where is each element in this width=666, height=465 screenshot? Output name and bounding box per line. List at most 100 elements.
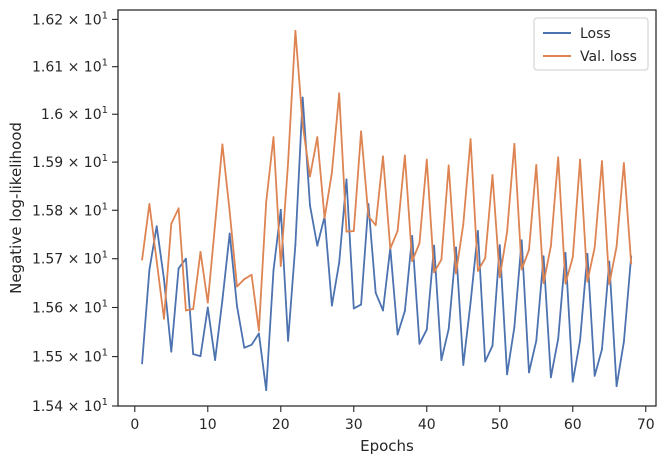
data-point-loss [542,255,545,258]
data-point-val-loss [455,272,457,275]
y-tick-label: 1.61 × 101 [32,58,108,76]
data-point-loss [513,326,516,328]
data-point-loss [316,244,319,247]
data-point-val-loss [557,156,560,159]
y-tick-label: 1.54 × 101 [32,397,108,415]
data-point-loss [228,232,231,235]
data-point-loss [462,364,465,366]
data-point-val-loss [228,210,231,213]
data-point-val-loss [498,276,501,279]
data-point-loss [206,306,209,309]
data-point-val-loss [382,155,384,158]
data-point-val-loss [206,301,209,304]
data-point-loss [433,244,435,247]
data-point-loss [148,269,151,271]
data-point-val-loss [155,260,158,263]
data-point-loss [330,304,333,307]
data-point-val-loss [360,130,362,133]
series-line-val-loss [141,29,633,332]
y-tick-label: 1.58 × 101 [32,201,108,219]
data-point-val-loss [593,246,596,249]
series-line-loss [141,96,633,392]
x-tick-label: 0 [130,417,139,433]
data-point-loss [411,235,414,237]
data-point-val-loss [469,138,472,140]
data-point-val-loss [389,247,392,250]
data-point-loss [374,291,377,294]
data-point-val-loss [301,123,304,126]
data-point-loss [170,350,173,353]
data-point-loss [586,252,589,255]
data-point-val-loss [622,162,625,164]
data-point-loss [360,303,362,306]
data-point-val-loss [549,245,552,248]
data-point-val-loss [608,283,611,285]
y-tick-label: 1.62 × 101 [32,10,108,28]
data-point-val-loss [564,282,567,285]
data-point-val-loss [265,201,268,203]
data-point-val-loss [250,273,253,276]
series-points-loss [141,96,633,392]
data-point-val-loss [513,142,516,145]
data-point-loss [155,225,158,228]
data-point-val-loss [579,158,581,161]
data-point-loss [484,360,487,363]
data-point-loss [279,208,282,211]
series-lines [141,29,633,392]
x-tick-label: 20 [272,417,290,433]
data-point-loss [309,204,311,207]
data-point-loss [571,380,574,383]
y-axis: 1.54 × 101 1.55 × 101 1.56 × 101 1.57 × 101… [32,10,118,415]
x-tick-label: 60 [564,417,582,433]
data-point-loss [520,239,523,242]
data-point-loss [214,359,216,361]
data-point-val-loss [367,215,370,217]
y-tick-label: 1.6 × 101 [41,105,108,123]
data-point-val-loss [352,230,355,232]
data-point-val-loss [316,136,319,139]
data-point-val-loss [433,271,435,274]
data-point-loss [177,267,180,270]
data-point-loss [352,307,355,310]
data-point-val-loss [571,256,574,259]
data-point-val-loss [447,164,450,167]
data-point-val-loss [535,164,538,166]
data-point-loss [498,244,501,247]
x-tick-label: 70 [637,417,655,433]
data-point-loss [257,332,260,335]
data-point-val-loss [243,278,246,281]
y-axis-label: Negative log-likelihood [7,122,25,294]
x-tick-label: 40 [418,417,436,433]
data-point-val-loss [309,175,311,178]
data-point-val-loss [462,223,465,226]
data-point-loss [192,353,195,356]
data-point-val-loss [184,309,187,312]
data-point-loss [601,348,603,351]
data-point-val-loss [294,29,297,32]
data-point-loss [549,376,552,379]
data-point-loss [528,371,530,374]
data-point-loss [301,96,304,99]
data-point-loss [163,278,165,281]
legend-label-loss: Loss [580,26,611,42]
data-point-loss [447,328,450,330]
data-point-loss [141,362,143,365]
data-point-loss [403,310,406,312]
data-point-val-loss [520,268,523,271]
data-point-val-loss [440,258,443,261]
data-point-val-loss [192,308,195,310]
data-point-val-loss [236,285,238,288]
data-point-val-loss [170,222,173,225]
data-point-val-loss [484,257,487,260]
data-point-val-loss [528,249,530,251]
data-point-val-loss [338,92,341,95]
data-point-val-loss [601,160,603,163]
y-tick-label: 1.57 × 101 [32,250,108,268]
data-point-loss [455,246,457,249]
data-point-loss [564,252,567,254]
data-point-loss [579,339,581,342]
data-point-loss [338,261,341,264]
data-point-val-loss [330,171,333,174]
